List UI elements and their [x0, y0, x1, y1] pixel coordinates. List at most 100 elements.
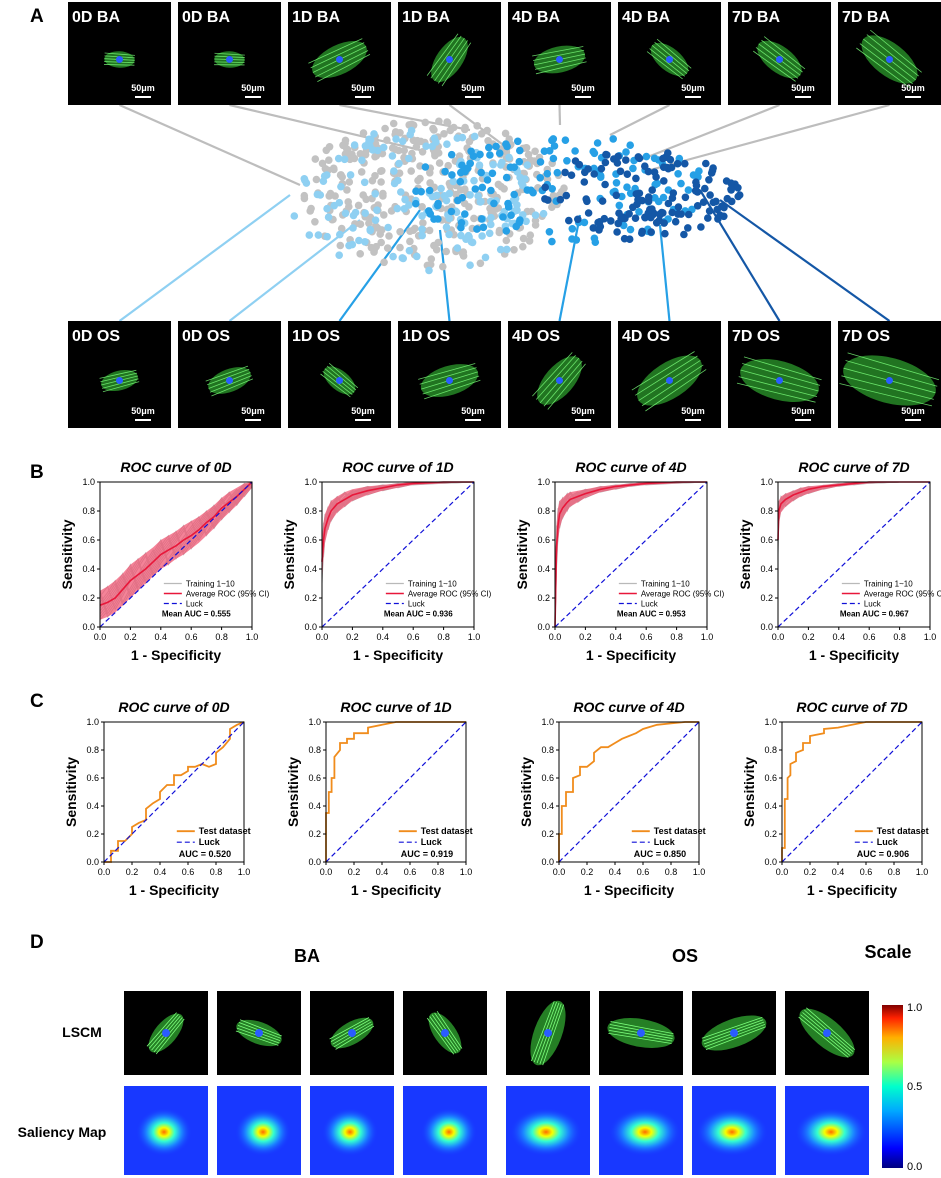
actin-fiber [705, 1026, 766, 1050]
scatter-point [405, 246, 414, 255]
x-tick-label: 0.6 [182, 867, 195, 877]
scatter-point [647, 213, 655, 222]
x-axis-label: 1 - Specificity [129, 882, 219, 898]
scatter-point [346, 171, 355, 179]
scatter-point [440, 192, 449, 200]
scatter-point [531, 216, 540, 225]
scatter-point [681, 193, 690, 202]
scatter-point [484, 137, 492, 145]
scatter-point [442, 223, 451, 231]
roc-charts: ROC curve of 0D0.00.00.20.20.40.40.60.60… [59, 459, 941, 898]
x-tick-label: 1.0 [693, 867, 706, 877]
scatter-point [368, 176, 377, 185]
actin-fiber [146, 1012, 177, 1047]
x-tick-label: 0.0 [320, 867, 333, 877]
scatter-point [644, 167, 653, 176]
lscm-image [785, 991, 869, 1075]
scatter-point [447, 207, 456, 216]
scatter-point [616, 167, 625, 176]
y-tick-label: 0.4 [82, 564, 95, 574]
nucleus [116, 56, 123, 63]
scatter-point [545, 228, 554, 236]
saliency-hotspot [795, 1108, 867, 1156]
test-roc-line [781, 721, 922, 862]
scatter-point [526, 231, 535, 239]
scatter-point [425, 266, 433, 275]
scatter-point [388, 152, 397, 160]
scatter-point [450, 123, 458, 132]
nucleus [446, 56, 453, 63]
actin-fiber [542, 1004, 565, 1066]
scatter-point [661, 229, 669, 238]
scale-bar-label: 50μm [791, 83, 815, 93]
y-tick-label: 0.0 [537, 622, 550, 632]
actin-fiber [437, 40, 468, 84]
scatter-point [623, 183, 631, 191]
scatter-point [431, 149, 439, 158]
scatter-point [474, 192, 482, 200]
scatter-point [435, 117, 443, 126]
scatter-point [548, 237, 556, 246]
y-tick-label: 0.0 [82, 622, 95, 632]
actin-fiber [418, 363, 476, 380]
scatter-point [626, 141, 634, 149]
scatter-point [647, 228, 655, 236]
x-tick-label: 0.6 [860, 867, 873, 877]
actin-fiber [329, 1017, 370, 1040]
x-axis-label: 1 - Specificity [584, 882, 674, 898]
scatter-point [477, 168, 486, 177]
scatter-point [659, 163, 668, 171]
cell [205, 365, 254, 397]
top-image: 0D BA 50μm [178, 2, 281, 105]
x-tick-label: 0.0 [316, 632, 329, 642]
scatter-point [449, 177, 458, 186]
scatter-point [419, 219, 427, 227]
scatter-point [632, 174, 640, 183]
scale-title: Scale [864, 942, 911, 962]
scatter-point [377, 178, 385, 186]
y-tick-label: 0.2 [760, 593, 773, 603]
scatter-point [635, 208, 643, 216]
actin-fiber [761, 39, 803, 73]
scatter-point [437, 184, 445, 193]
x-tick-label: 1.0 [924, 632, 937, 642]
x-axis-label: 1 - Specificity [353, 647, 443, 663]
x-tick-label: 1.0 [701, 632, 714, 642]
cell [235, 1019, 282, 1047]
scatter-point [652, 219, 661, 227]
scatter-point [392, 135, 400, 143]
y-axis-label: Sensitivity [63, 757, 79, 827]
auc-text: Mean AUC = 0.936 [384, 610, 453, 619]
scatter-point [460, 199, 469, 208]
axes-frame [103, 721, 245, 863]
scatter-point [499, 213, 507, 221]
nucleus [776, 56, 783, 63]
scatter-point [668, 194, 677, 202]
y-tick-label: 1.0 [82, 477, 95, 487]
scatter-point [505, 202, 513, 211]
x-tick-label: 0.8 [437, 632, 450, 642]
saliency-hotspot [609, 1108, 681, 1156]
scatter-point [356, 150, 365, 158]
scatter-point [481, 253, 490, 262]
scatter-point [674, 203, 683, 211]
scatter-point [344, 198, 353, 206]
legend-luck: Luck [186, 600, 204, 609]
scatter-point [323, 204, 331, 213]
legend-average: Average ROC (95% CI) [186, 590, 270, 599]
luck-line [781, 721, 923, 863]
scatter-point [466, 191, 474, 199]
x-tick-label: 1.0 [246, 632, 259, 642]
scatter-point [550, 142, 559, 150]
cell [532, 45, 587, 75]
scatter-point [432, 245, 441, 254]
scatter-point [432, 191, 441, 200]
y-tick-label: 1.0 [537, 477, 550, 487]
scatter-point [400, 146, 409, 155]
scatter-point [565, 216, 573, 225]
x-tick-label: 0.0 [776, 867, 789, 877]
saliency-image [692, 1086, 776, 1175]
legend-luck: Luck [864, 600, 882, 609]
scatter-point [371, 216, 380, 224]
